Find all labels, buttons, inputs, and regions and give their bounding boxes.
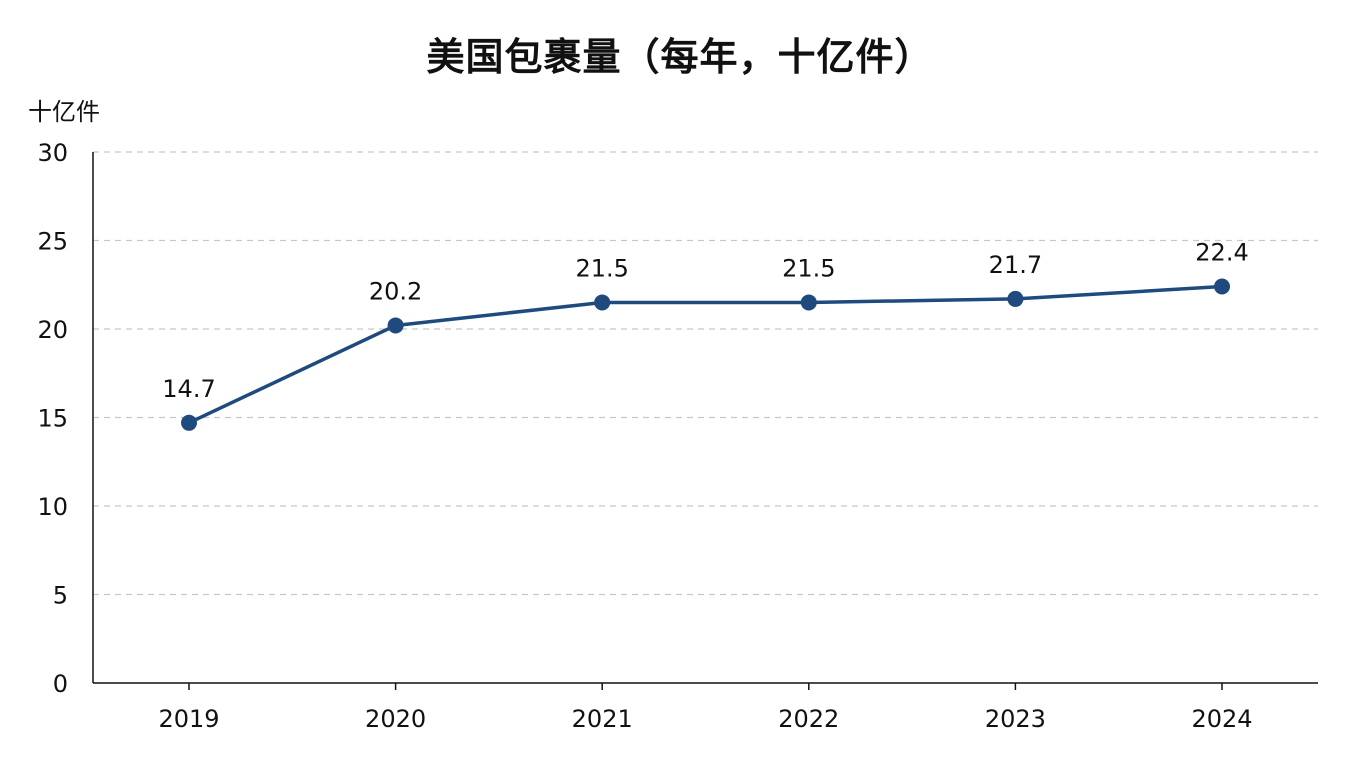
data-label: 21.5	[575, 254, 628, 282]
y-tick-label: 5	[53, 582, 68, 610]
data-label: 20.2	[369, 277, 422, 305]
y-axis-unit-label: 十亿件	[28, 98, 100, 126]
chart-title: 美国包裹量（每年，十亿件）	[426, 35, 934, 79]
y-tick-label: 0	[53, 670, 68, 698]
x-tick-label: 2022	[778, 705, 839, 733]
x-tick-label: 2021	[572, 705, 633, 733]
y-tick-label: 30	[37, 139, 68, 167]
data-point	[800, 294, 817, 311]
data-label: 22.4	[1195, 239, 1248, 267]
y-tick-label: 15	[37, 405, 68, 433]
data-point	[1007, 290, 1024, 307]
data-point	[594, 294, 611, 311]
y-tick-label: 10	[37, 493, 68, 521]
data-label: 14.7	[162, 375, 215, 403]
data-label: 21.7	[989, 251, 1042, 279]
y-tick-label: 20	[37, 316, 68, 344]
data-point	[387, 317, 404, 334]
x-tick-label: 2024	[1191, 705, 1252, 733]
data-point	[181, 414, 197, 431]
data-label: 21.5	[782, 254, 835, 282]
y-tick-label: 25	[37, 228, 68, 256]
x-tick-label: 2023	[985, 705, 1046, 733]
x-tick-label: 2019	[158, 705, 219, 733]
series-line	[187, 284, 1224, 425]
x-tick-label: 2020	[365, 705, 426, 733]
data-point	[1214, 278, 1230, 295]
